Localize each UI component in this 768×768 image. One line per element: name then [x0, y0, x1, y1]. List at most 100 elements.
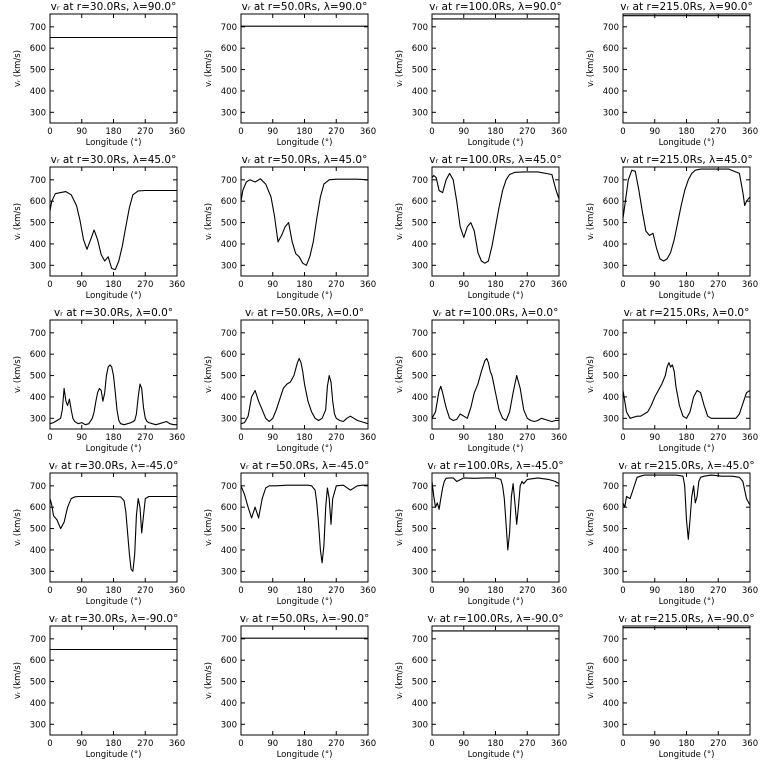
x-tick-label: 360: [360, 739, 376, 749]
panel-title: vᵣ at r=30.0Rs, λ=90.0°: [51, 1, 177, 13]
x-tick-label: 90: [458, 280, 469, 290]
plot-frame: [431, 319, 560, 430]
y-tick-label: 500: [412, 678, 428, 688]
x-tick-label: 90: [76, 433, 87, 443]
series-line: [622, 362, 751, 419]
x-tick-label: 90: [76, 586, 87, 596]
panel-2-3: vᵣ at r=215.0Rs, λ=0.0° 0 90 180 270 360 300 40…: [586, 307, 758, 454]
plot-frame: [49, 625, 178, 736]
y-tick-label: 400: [603, 87, 619, 97]
y-tick-label: 400: [30, 393, 46, 403]
x-tick-label: 0: [429, 586, 434, 596]
x-tick-label: 180: [678, 280, 694, 290]
x-tick-label: 90: [649, 433, 660, 443]
panel-title: vᵣ at r=30.0Rs, λ=0.0°: [54, 307, 173, 319]
panel-4-0: vᵣ at r=30.0Rs, λ=-90.0° 0 90 180 270 360 300 4…: [13, 613, 185, 760]
panel-title: vᵣ at r=100.0Rs, λ=0.0°: [433, 307, 559, 319]
x-tick-label: 180: [487, 586, 503, 596]
plot-frame: [622, 166, 751, 277]
y-tick-label: 500: [30, 66, 46, 76]
x-tick-label: 90: [458, 127, 469, 137]
y-tick-label: 300: [221, 720, 237, 730]
panel-title: vᵣ at r=100.0Rs, λ=-45.0°: [427, 460, 563, 472]
y-tick-label: 400: [30, 240, 46, 250]
series-line: [49, 364, 177, 426]
panel-1-0: vᵣ at r=30.0Rs, λ=45.0° 0 90 180 270 360 300 40…: [13, 154, 185, 301]
x-tick-label: 360: [360, 433, 376, 443]
x-tick-label: 180: [296, 127, 312, 137]
panel-title: vᵣ at r=30.0Rs, λ=-90.0°: [49, 613, 179, 625]
y-tick-label: 300: [412, 261, 428, 271]
x-tick-label: 270: [710, 739, 726, 749]
x-axis-label: Longitude (°): [659, 444, 715, 454]
x-tick-label: 90: [267, 127, 278, 137]
x-tick-label: 270: [137, 433, 153, 443]
y-tick-label: 700: [30, 329, 46, 339]
y-tick-label: 500: [412, 219, 428, 229]
x-tick-label: 180: [678, 586, 694, 596]
y-tick-label: 400: [221, 393, 237, 403]
y-tick-label: 700: [30, 482, 46, 492]
y-tick-label: 400: [221, 546, 237, 556]
x-tick-label: 90: [267, 433, 278, 443]
panel-title: vᵣ at r=100.0Rs, λ=90.0°: [429, 1, 561, 13]
x-tick-label: 360: [169, 280, 185, 290]
panel-title: vᵣ at r=50.0Rs, λ=45.0°: [242, 154, 368, 166]
y-tick-label: 700: [603, 635, 619, 645]
x-tick-label: 0: [238, 280, 243, 290]
panel-0-3: vᵣ at r=215.0Rs, λ=90.0° 0 90 180 270 360 300 4…: [586, 1, 758, 148]
y-tick-label: 500: [221, 219, 237, 229]
x-tick-label: 0: [620, 280, 625, 290]
x-tick-label: 90: [649, 586, 660, 596]
y-tick-label: 600: [30, 656, 46, 666]
x-tick-label: 180: [678, 127, 694, 137]
plot-frame: [622, 472, 751, 583]
plot-frame: [240, 166, 369, 277]
y-tick-label: 500: [30, 219, 46, 229]
series-line: [240, 357, 369, 425]
x-tick-label: 90: [649, 739, 660, 749]
x-tick-label: 270: [710, 433, 726, 443]
y-tick-label: 300: [221, 261, 237, 271]
x-tick-label: 360: [169, 433, 185, 443]
x-axis-label: Longitude (°): [86, 444, 142, 454]
plot-frame: [240, 625, 369, 736]
y-tick-label: 500: [603, 66, 619, 76]
y-axis-label: vᵣ (km/s): [586, 662, 596, 699]
y-tick-label: 700: [603, 176, 619, 186]
panel-0-2: vᵣ at r=100.0Rs, λ=90.0° 0 90 180 270 360 300 4…: [395, 1, 567, 148]
y-tick-label: 500: [221, 678, 237, 688]
x-tick-label: 180: [105, 127, 121, 137]
plot-frame: [49, 166, 178, 277]
x-tick-label: 270: [519, 433, 535, 443]
x-axis-label: Longitude (°): [468, 597, 524, 607]
x-tick-label: 270: [137, 127, 153, 137]
y-tick-label: 600: [30, 503, 46, 513]
panel-0-1: vᵣ at r=50.0Rs, λ=90.0° 0 90 180 270 360 300 40…: [204, 1, 376, 148]
y-tick-label: 700: [221, 635, 237, 645]
y-tick-label: 500: [221, 66, 237, 76]
panel-title: vᵣ at r=215.0Rs, λ=-45.0°: [618, 460, 754, 472]
series-line: [49, 189, 177, 271]
y-tick-label: 400: [603, 393, 619, 403]
y-axis-label: vᵣ (km/s): [204, 50, 214, 87]
y-tick-label: 600: [412, 656, 428, 666]
x-tick-label: 180: [487, 127, 503, 137]
y-axis-label: vᵣ (km/s): [586, 50, 596, 87]
y-tick-label: 300: [221, 414, 237, 424]
y-axis-label: vᵣ (km/s): [204, 203, 214, 240]
x-tick-label: 0: [47, 586, 52, 596]
panel-title: vᵣ at r=30.0Rs, λ=45.0°: [51, 154, 177, 166]
x-tick-label: 0: [238, 127, 243, 137]
series-line: [431, 357, 559, 423]
y-tick-label: 700: [412, 482, 428, 492]
plot-frame: [431, 166, 560, 277]
x-tick-label: 360: [360, 127, 376, 137]
panel-3-2: vᵣ at r=100.0Rs, λ=-45.0° 0 90 180 270 360 300…: [395, 460, 567, 607]
x-tick-label: 360: [742, 586, 758, 596]
x-tick-label: 360: [551, 586, 567, 596]
x-tick-label: 360: [169, 586, 185, 596]
x-tick-label: 180: [105, 280, 121, 290]
x-axis-label: Longitude (°): [659, 138, 715, 148]
y-tick-label: 700: [412, 23, 428, 33]
